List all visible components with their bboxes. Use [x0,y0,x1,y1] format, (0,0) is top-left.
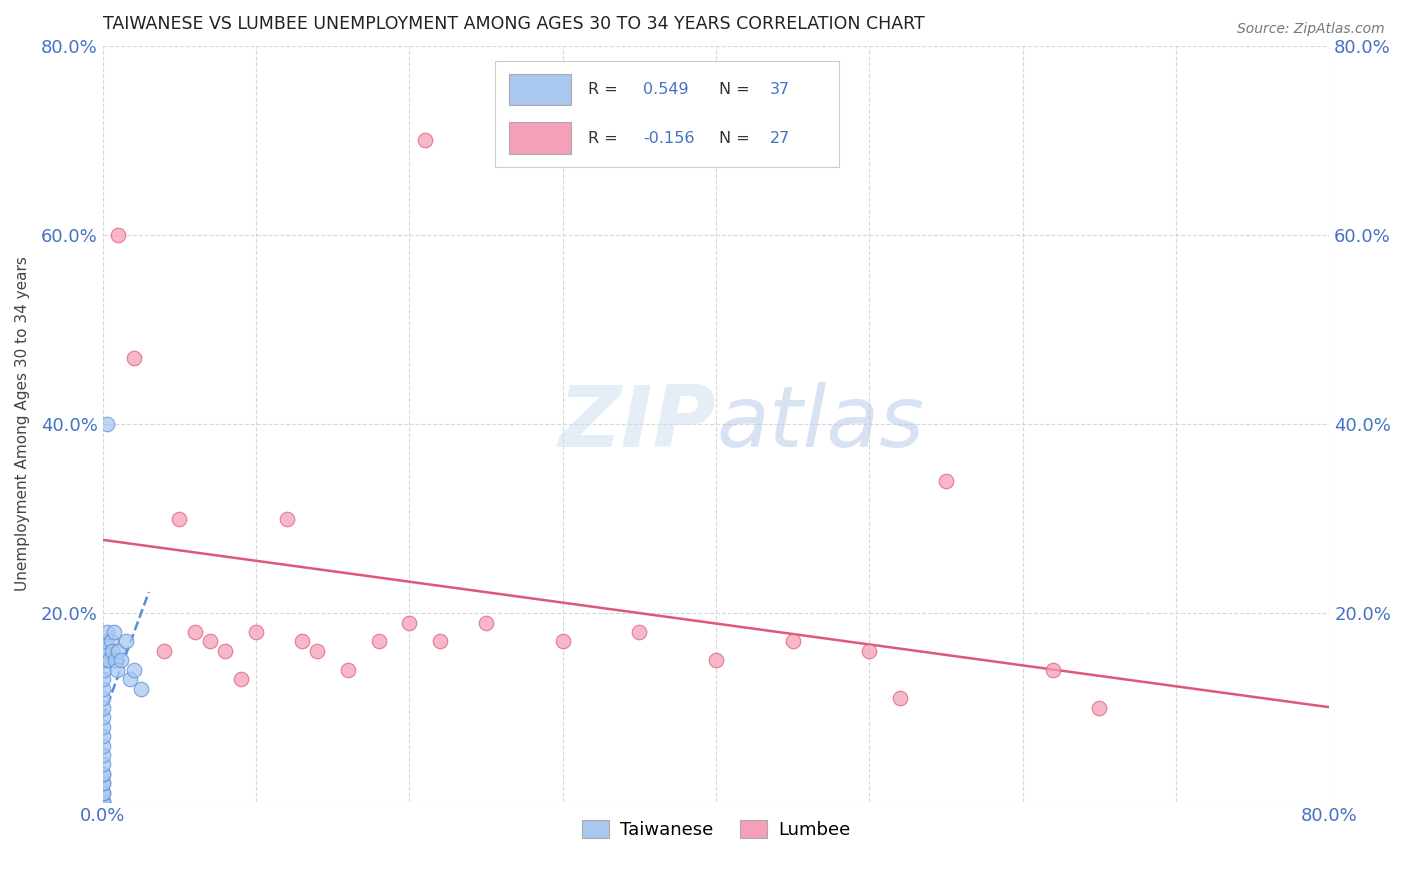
Point [91,795,114,809]
Point [115,634,138,648]
Point [93,653,115,667]
Point [93,663,115,677]
Point [96,417,118,431]
Text: Source: ZipAtlas.com: Source: ZipAtlas.com [1237,22,1385,37]
Point [107,227,129,242]
Point [91,757,114,772]
Point [91,739,114,753]
Point [91,720,114,734]
Point [169,511,191,525]
Text: atlas: atlas [716,383,924,466]
Point [91,691,114,706]
Point [276,511,298,525]
Point [153,644,176,658]
Point [110,653,132,667]
Point [98,653,121,667]
Point [91,795,114,809]
Point [94,634,117,648]
Point [104,653,127,667]
Point [91,710,114,724]
Point [184,625,207,640]
Point [122,351,145,365]
Point [858,644,880,658]
Point [551,634,574,648]
Point [307,644,329,658]
Point [107,644,129,658]
Point [628,625,651,640]
Point [889,691,911,706]
Point [101,644,124,658]
Point [398,615,420,630]
Point [91,795,114,809]
Point [91,786,114,800]
Point [91,729,114,743]
Point [91,767,114,781]
Point [91,767,114,781]
Point [122,663,145,677]
Point [91,673,114,687]
Point [103,625,125,640]
Point [245,625,267,640]
Point [105,663,128,677]
Point [475,615,498,630]
Point [229,673,252,687]
Point [129,681,152,696]
Point [120,673,142,687]
Point [429,634,451,648]
Point [91,776,114,790]
Point [413,133,436,147]
Point [935,474,957,488]
Point [1042,663,1064,677]
Point [198,634,221,648]
Point [91,681,114,696]
Point [214,644,236,658]
Point [337,663,360,677]
Point [1088,700,1111,714]
Point [91,786,114,800]
Y-axis label: Unemployment Among Ages 30 to 34 years: Unemployment Among Ages 30 to 34 years [15,257,30,591]
Point [782,634,804,648]
Point [94,644,117,658]
Point [704,653,727,667]
Point [91,747,114,762]
Point [100,634,122,648]
Text: TAIWANESE VS LUMBEE UNEMPLOYMENT AMONG AGES 30 TO 34 YEARS CORRELATION CHART: TAIWANESE VS LUMBEE UNEMPLOYMENT AMONG A… [103,15,925,33]
Point [291,634,314,648]
Point [91,700,114,714]
Point [96,625,118,640]
Legend: Taiwanese, Lumbee: Taiwanese, Lumbee [575,813,858,847]
Text: ZIP: ZIP [558,383,716,466]
Point [367,634,389,648]
Point [91,776,114,790]
